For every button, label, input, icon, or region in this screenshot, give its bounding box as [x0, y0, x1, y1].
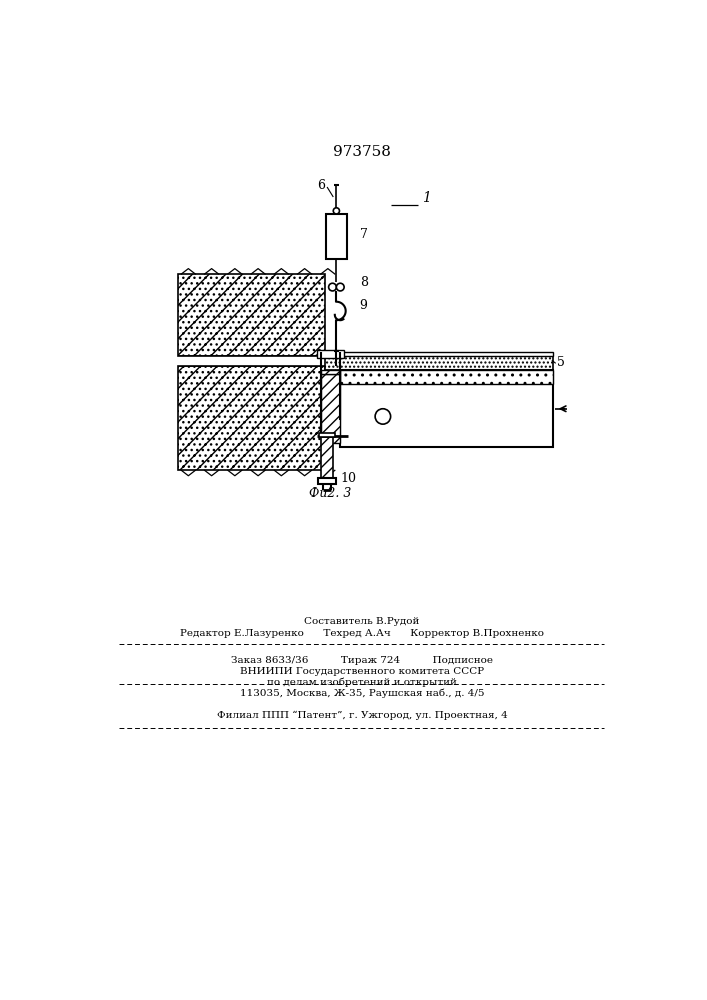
Bar	[317, 478, 337, 484]
Text: Составитель В.Рудой: Составитель В.Рудой	[304, 617, 420, 626]
Text: Филиал ППП “Патент”, г. Ужгород, ул. Проектная, 4: Филиал ППП “Патент”, г. Ужгород, ул. Про…	[216, 710, 508, 720]
Text: 7: 7	[360, 228, 368, 241]
Text: 10: 10	[340, 472, 356, 485]
Text: Фu2. 3: Фu2. 3	[309, 487, 351, 500]
Bar	[340, 370, 554, 447]
Circle shape	[329, 283, 337, 291]
Bar	[325, 214, 347, 259]
Text: 6: 6	[317, 179, 325, 192]
Bar	[340, 370, 554, 384]
Circle shape	[337, 283, 344, 291]
Text: ВНИИПИ Государственного комитета СССР: ВНИИПИ Государственного комитета СССР	[240, 667, 484, 676]
Text: 8: 8	[360, 276, 368, 289]
Text: Редактор Е.Лазуренко      Техред А.Ач      Корректор В.Прохненко: Редактор Е.Лазуренко Техред А.Ач Коррект…	[180, 629, 544, 638]
Text: 1: 1	[421, 191, 431, 205]
Text: 9: 9	[360, 299, 368, 312]
Text: Заказ 8633/36          Тираж 724          Подписное: Заказ 8633/36 Тираж 724 Подписное	[231, 656, 493, 665]
Bar	[325, 352, 554, 356]
Bar	[317, 350, 344, 358]
Bar	[320, 433, 335, 437]
Bar	[321, 436, 333, 478]
Circle shape	[333, 208, 339, 214]
Text: 973758: 973758	[333, 145, 391, 159]
Bar	[321, 374, 340, 443]
Text: по делам изобретений и открытий: по делам изобретений и открытий	[267, 678, 457, 687]
Circle shape	[375, 409, 391, 424]
Bar	[177, 356, 325, 366]
Bar	[177, 274, 325, 356]
Text: 113035, Москва, Ж-35, Раушская наб., д. 4/5: 113035, Москва, Ж-35, Раушская наб., д. …	[240, 688, 484, 698]
Bar	[321, 370, 340, 374]
Bar	[325, 356, 554, 370]
Text: 5: 5	[557, 356, 565, 369]
Bar	[177, 366, 325, 470]
